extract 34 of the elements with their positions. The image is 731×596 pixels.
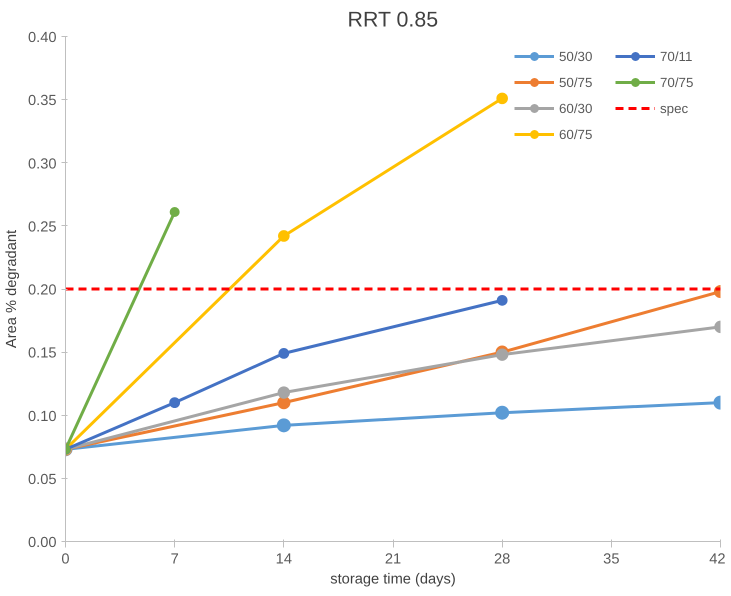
- y-tick-label: 0.25: [28, 219, 57, 236]
- y-tick-label: 0.30: [28, 156, 57, 172]
- x-axis-title: storage time (days): [330, 572, 456, 588]
- y-tick-label: 0.40: [28, 30, 57, 46]
- point: [277, 396, 290, 410]
- point: [278, 230, 290, 242]
- x-tick-label: 14: [276, 552, 292, 568]
- point: [496, 92, 508, 104]
- legend-label: 50/30: [559, 48, 594, 64]
- point: [276, 418, 291, 432]
- y-tick-label: 0.10: [28, 408, 57, 425]
- legend-label: spec: [660, 100, 690, 116]
- legend-label: 60/75: [559, 126, 594, 142]
- y-tick-label: 0.20: [28, 282, 57, 298]
- x-tick-label: 28: [494, 552, 510, 568]
- y-tick-label: 0.00: [28, 535, 57, 551]
- y-tick-label: 0.35: [28, 93, 57, 110]
- legend-label: 70/11: [660, 48, 694, 64]
- x-tick-label: 21: [384, 552, 402, 568]
- legend-label: 70/75: [660, 74, 694, 90]
- y-tick-label: 0.05: [28, 472, 57, 488]
- x-tick-label: 7: [170, 552, 179, 568]
- point: [278, 348, 290, 359]
- y-axis-title: Area % degradant: [4, 230, 20, 348]
- y-tick-label: 0.15: [28, 346, 57, 362]
- legend-label: 50/75: [559, 74, 594, 90]
- x-tick-label: 35: [603, 552, 620, 568]
- point: [496, 294, 508, 306]
- x-tick-label: 0: [61, 552, 70, 568]
- x-tick-label: 42: [709, 552, 726, 568]
- legend-label: 60/30: [559, 100, 594, 116]
- point: [495, 406, 510, 420]
- chart-title: RRT 0.85: [348, 8, 438, 32]
- point: [169, 397, 180, 408]
